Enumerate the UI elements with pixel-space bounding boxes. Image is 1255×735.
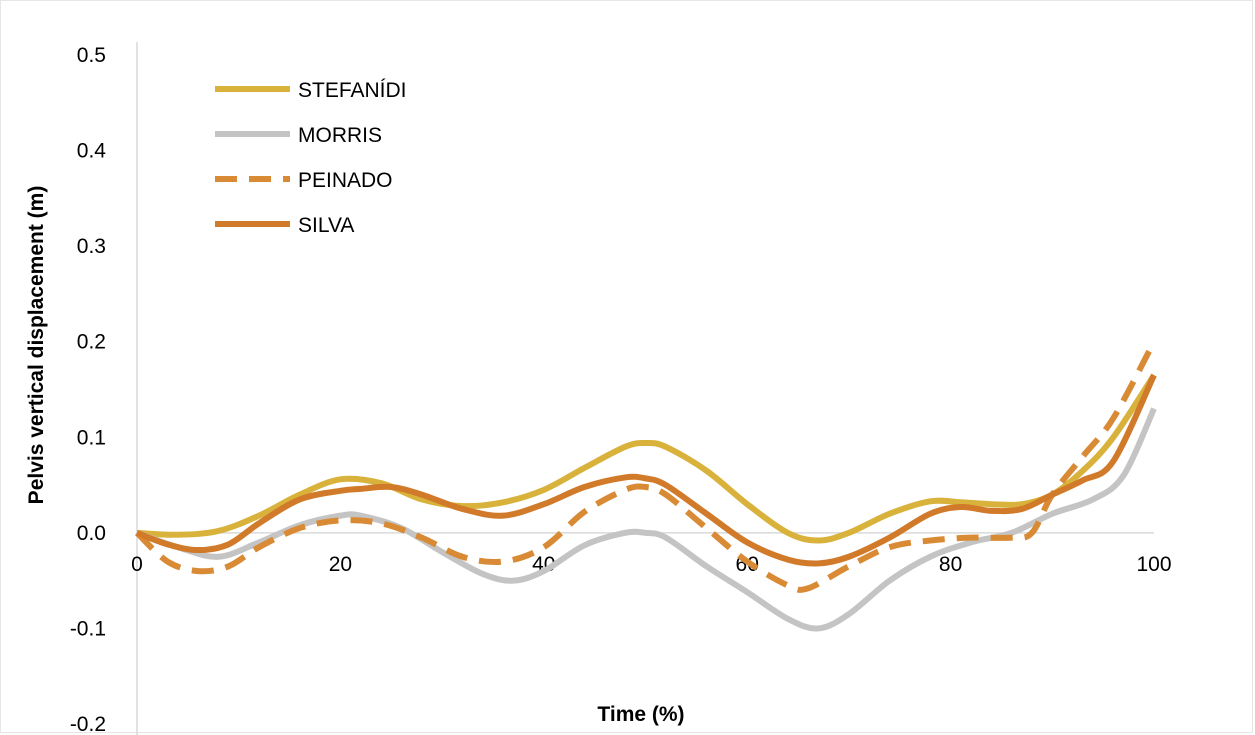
y-tick-label: 0.4 xyxy=(77,140,107,163)
series-line-stefanidi xyxy=(136,373,1157,544)
x-axis-title: Time (%) xyxy=(597,703,684,726)
axes-layer: 0.50.40.30.20.10.0-0.1-0.20 20 40 60 80 100 xyxy=(70,42,1172,735)
legend-label-silva: SILVA xyxy=(298,214,354,237)
y-axis-title: Pelvis vertical displacement (m) xyxy=(25,186,48,505)
y-tick-label: 0.5 xyxy=(77,44,106,67)
series-line-silva xyxy=(135,373,1157,567)
x-tick-label: 100 xyxy=(1136,553,1171,576)
y-tick-label: 0.0 xyxy=(77,522,106,545)
y-tick-label: 0.1 xyxy=(77,426,106,449)
y-tick-label: 0.2 xyxy=(77,331,106,354)
y-tick-label: 0.3 xyxy=(77,235,106,258)
legend-label-morris: MORRIS xyxy=(298,124,382,147)
x-tick-label: 20 xyxy=(329,553,352,576)
y-tick-label: -0.1 xyxy=(70,617,106,640)
legend-label-peinado: PEINADO xyxy=(298,169,393,192)
x-tick-label: 80 xyxy=(939,553,962,576)
x-tick-label: 0 xyxy=(131,553,143,576)
series-line-peinado xyxy=(134,340,1157,593)
y-tick-label: -0.2 xyxy=(70,713,106,735)
series-line-morris xyxy=(135,407,1157,632)
legend-label-stefanidi: STEFANÍDI xyxy=(298,79,407,102)
legend: STEFANÍDI MORRIS PEINADO SILVA xyxy=(215,79,407,237)
series-layer xyxy=(134,340,1157,632)
